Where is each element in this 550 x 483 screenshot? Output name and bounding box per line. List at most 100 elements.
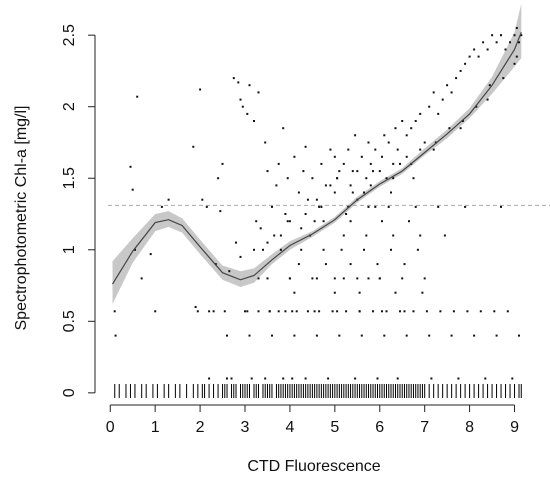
data-point [457,377,460,380]
data-point [416,248,419,251]
data-point [342,234,345,237]
data-point [408,220,410,223]
data-point [293,334,296,337]
data-point [313,310,316,313]
data-point [383,334,386,337]
data-point [282,127,285,130]
data-point [428,334,431,337]
data-point [244,310,246,313]
data-point [288,220,291,223]
data-point [495,334,498,337]
data-point [134,248,136,251]
data-point [160,205,163,208]
data-point [376,377,379,380]
data-point [482,41,485,44]
data-point [268,310,271,313]
data-point [374,205,377,208]
data-point [495,41,498,44]
data-point [311,177,314,180]
y-tick-label: 0.5 [61,310,78,332]
data-point [401,277,404,280]
data-point [372,310,374,313]
data-point [221,162,224,165]
data-point [461,120,464,122]
data-point [423,141,426,144]
data-point [324,184,327,187]
data-point [284,213,287,215]
data-point [266,241,269,244]
data-point [506,310,509,313]
data-point [459,127,462,130]
y-axis-title: Spectrophotometric Chl-a [mg/l] [13,106,30,331]
data-point [286,220,289,223]
data-point [226,334,228,337]
data-point [217,177,220,180]
data-point [488,84,491,87]
data-point [345,310,348,313]
data-point [293,155,296,158]
data-point [297,191,300,194]
data-point [396,377,399,380]
data-point [304,213,307,215]
x-tick-label: 4 [285,419,294,436]
x-tick-label: 9 [510,419,519,436]
data-point [228,270,231,273]
data-point [513,34,516,37]
data-point [194,306,197,308]
data-point [300,248,303,251]
data-point [419,148,422,151]
data-point [441,98,444,101]
data-point [351,191,354,194]
data-point [405,155,408,158]
data-point [304,145,307,148]
data-point [466,310,469,313]
data-point [129,165,132,168]
data-point [504,48,507,51]
data-point [349,220,352,223]
data-point [448,127,451,130]
data-point [277,310,280,313]
data-point [378,277,381,280]
data-point [365,177,368,180]
data-point [500,205,502,208]
x-tick-label: 8 [465,419,474,436]
data-point [266,277,269,280]
data-point [419,112,422,115]
data-point [306,310,309,313]
data-point [367,205,370,208]
smooth-fit-line [111,32,522,285]
data-point [338,170,341,173]
data-point [405,134,408,137]
data-point [192,145,195,148]
data-point [262,248,264,251]
data-point [266,170,269,173]
data-point [246,310,249,313]
data-point [486,98,489,101]
data-point [226,377,228,380]
data-point [284,310,287,313]
data-point [358,310,361,313]
data-point [293,291,296,294]
data-point [257,277,260,280]
data-point [136,95,139,98]
y-tick-label: 2.5 [61,24,78,46]
data-point [385,310,388,313]
data-point [363,191,365,194]
data-point [365,234,368,237]
data-point [342,277,345,280]
data-point [315,198,318,201]
data-point [376,263,379,266]
data-point [257,310,260,313]
data-point [511,377,514,380]
data-point [399,162,401,165]
data-point [315,277,318,280]
data-point [502,77,505,80]
confidence-band-area [112,3,522,305]
data-point [324,263,327,266]
data-point [414,205,417,208]
data-point [273,234,276,237]
data-point [378,170,381,173]
data-point [419,234,422,237]
data-point [333,191,336,194]
data-point [349,263,352,266]
